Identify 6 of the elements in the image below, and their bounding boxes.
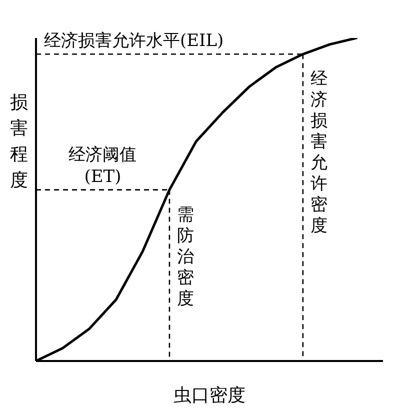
ref-line-label: 经济阈值(ET)	[68, 144, 137, 187]
x-axis-title: 虫口密度	[174, 385, 246, 406]
annotation: 需防治密度	[176, 204, 194, 309]
ref-line-label: 经济损害允许水平(EIL)	[44, 31, 224, 52]
annotation: 经济损害允许密度	[310, 69, 328, 236]
y-axis-title: 损害程度	[10, 92, 28, 191]
